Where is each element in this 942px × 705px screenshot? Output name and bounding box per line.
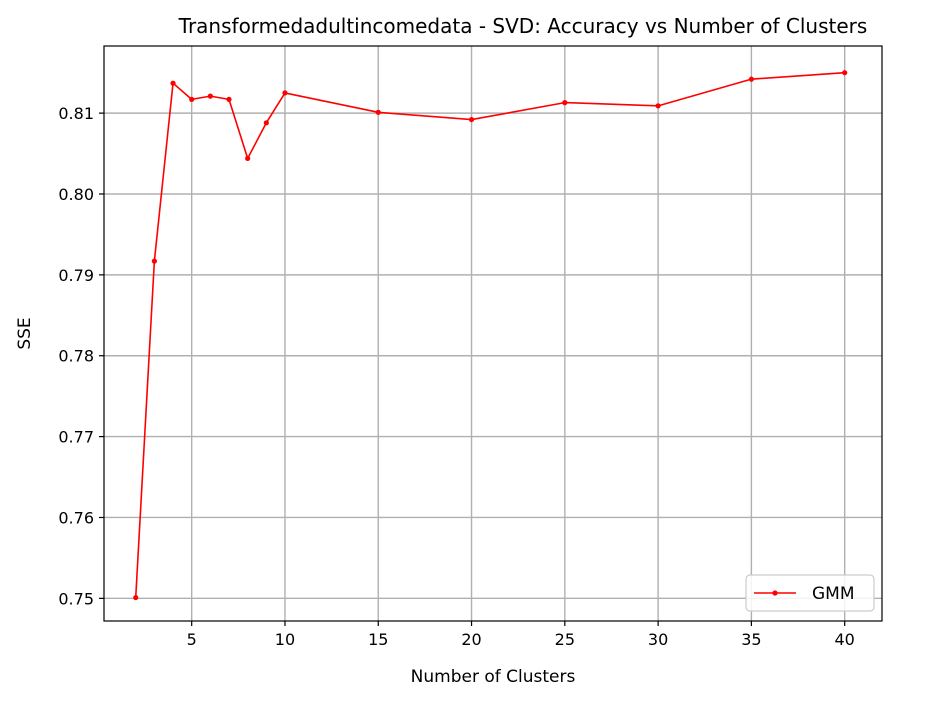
x-tick-label: 20: [461, 630, 481, 649]
data-point: [655, 103, 661, 109]
x-tick-label: 15: [368, 630, 388, 649]
data-point: [562, 100, 568, 106]
x-tick-label: 30: [648, 630, 668, 649]
x-tick-label: 25: [555, 630, 575, 649]
ticks: 5 10 15 20 25 30 35 40 0.75 0.76 0.77 0.78 0.79 0.80 0…: [58, 104, 854, 649]
legend-box: [745, 574, 875, 612]
y-tick-label: 0.78: [58, 347, 94, 366]
data-point: [133, 594, 139, 601]
data-point: [226, 96, 232, 102]
data-point: [263, 120, 269, 126]
x-tick-label: 40: [835, 630, 855, 649]
legend-marker: [772, 590, 778, 596]
y-axis-label: SSE: [15, 317, 35, 349]
series-layer: [133, 70, 848, 601]
x-axis-label: Number of Clusters: [411, 667, 576, 687]
data-point: [375, 109, 381, 115]
y-tick-label: 0.77: [58, 428, 94, 447]
y-tick-label: 0.79: [58, 266, 94, 285]
data-point: [170, 80, 176, 86]
y-tick-label: 0.76: [58, 508, 94, 527]
y-tick-label: 0.81: [58, 104, 94, 123]
axes-frame: [103, 45, 883, 622]
grid: [104, 46, 882, 621]
legend-label-gmm: GMM: [812, 584, 855, 604]
data-point: [468, 116, 475, 123]
x-tick-label: 10: [275, 630, 295, 649]
legend: GMM: [745, 574, 875, 612]
y-tick-label: 0.75: [58, 589, 94, 608]
data-point: [151, 258, 157, 264]
series-line-gmm: [134, 71, 845, 598]
data-point: [282, 90, 288, 96]
data-point: [748, 76, 755, 82]
data-point: [842, 70, 848, 76]
y-tick-label: 0.80: [58, 185, 94, 204]
data-point: [189, 96, 195, 102]
chart-title: Transformedadultincomedata - SVD: Accura…: [178, 14, 868, 38]
x-tick-label: 35: [741, 630, 761, 649]
data-point: [207, 93, 213, 99]
data-point: [245, 155, 251, 162]
x-tick-label: 5: [187, 630, 197, 649]
